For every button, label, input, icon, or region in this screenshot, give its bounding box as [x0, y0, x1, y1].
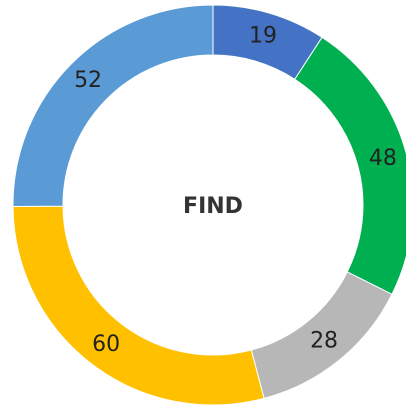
- data-label: 19: [249, 23, 277, 48]
- data-label: 52: [74, 68, 102, 93]
- center-label: FIND: [183, 194, 243, 219]
- donut-slice: [12, 205, 265, 406]
- data-label: 60: [92, 332, 120, 357]
- data-label: 28: [310, 329, 338, 354]
- donut-slice: [12, 4, 214, 208]
- data-label: 48: [369, 146, 397, 171]
